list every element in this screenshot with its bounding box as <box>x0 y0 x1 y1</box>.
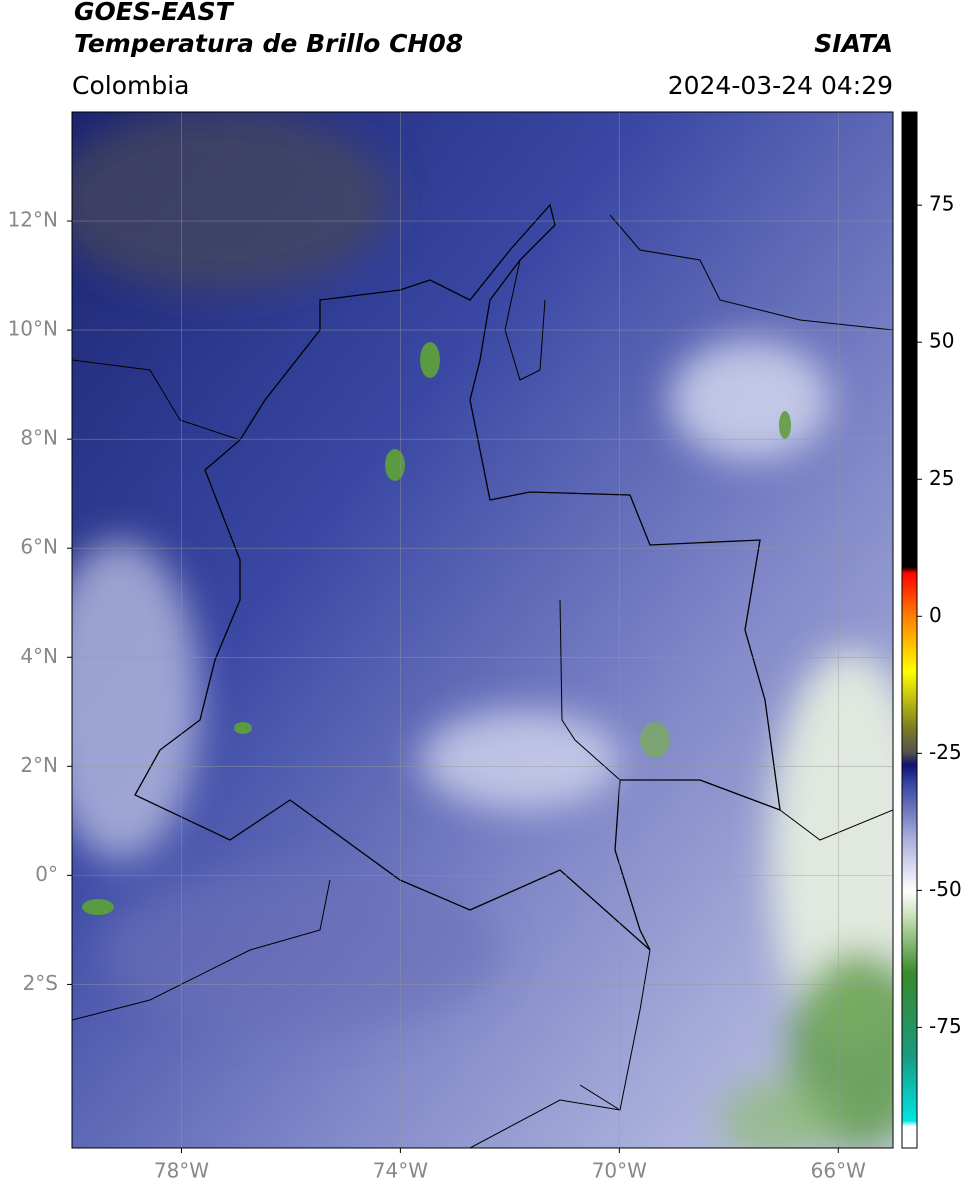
region: Colombia <box>72 71 189 100</box>
colorbar-segment <box>902 890 917 919</box>
lat-tick-label: 0° <box>35 862 58 886</box>
map-frame <box>71 111 894 1149</box>
colorbar-tick-label: 75 <box>929 192 954 216</box>
colorbar-segment <box>902 1126 917 1149</box>
lon-tick-label: 70°W <box>592 1159 647 1183</box>
colorbar-tick-label: -50 <box>929 877 962 901</box>
colorbar-segment <box>902 753 917 765</box>
lon-tick-label: 66°W <box>811 1159 866 1183</box>
lat-tick-label: 8°N <box>20 426 58 450</box>
subtitle: Temperatura de Brillo CH08 <box>74 29 463 58</box>
colorbar-segment <box>902 835 917 891</box>
lat-tick-label: 2°N <box>20 753 58 777</box>
colorbar-frame <box>901 111 918 1149</box>
colorbar-segment <box>902 725 917 754</box>
colorbar-segment <box>902 112 917 568</box>
colorbar-tick-label: 0 <box>929 603 942 627</box>
colorbar-segment <box>902 671 917 727</box>
colorbar-segment <box>902 566 917 573</box>
colorbar-segment <box>902 917 917 974</box>
colorbar-segment <box>902 1054 917 1122</box>
colorbar-tick-label: 25 <box>929 466 954 490</box>
title: GOES-EAST <box>74 0 235 26</box>
colorbar-segment <box>902 1120 917 1127</box>
colorbar-tick-label: 50 <box>929 329 954 353</box>
colorbar-segment <box>902 780 917 837</box>
colorbar-segment <box>902 764 917 782</box>
datetime: 2024-03-24 04:29 <box>668 71 893 100</box>
colorbar-segment <box>902 972 917 1056</box>
lat-tick-label: 4°N <box>20 644 58 668</box>
colorbar-tick-label: -25 <box>929 740 962 764</box>
colorbar-tick-label: -75 <box>929 1014 962 1038</box>
lon-tick-label: 78°W <box>154 1159 209 1183</box>
source: SIATA <box>814 29 893 58</box>
lat-tick-label: 12°N <box>8 208 58 232</box>
colorbar-segment <box>902 572 917 617</box>
lat-tick-label: 6°N <box>20 535 58 559</box>
lat-tick-label: 2°S <box>23 971 58 995</box>
satellite-image <box>72 112 893 1148</box>
colorbar-segment <box>902 616 917 672</box>
lon-tick-label: 74°W <box>373 1159 428 1183</box>
lat-tick-label: 10°N <box>8 317 58 341</box>
